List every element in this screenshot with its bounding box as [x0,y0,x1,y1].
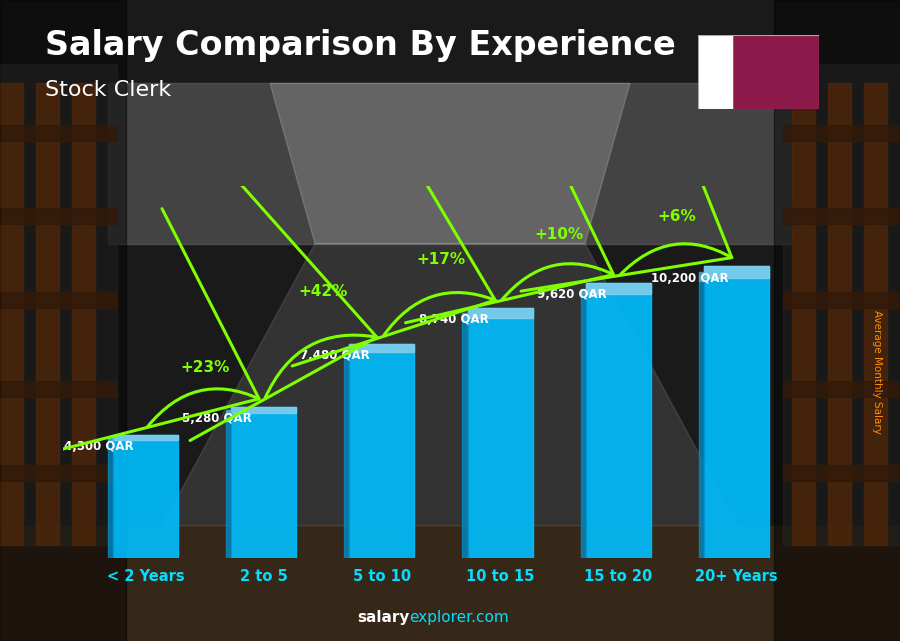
Bar [108,83,792,244]
FancyArrowPatch shape [521,60,732,291]
Bar [349,344,414,558]
Text: explorer.com: explorer.com [410,610,509,625]
Bar [698,275,704,558]
Bar [345,350,349,558]
Text: 7,480 QAR: 7,480 QAR [301,349,370,362]
Bar [704,266,769,558]
Bar [704,266,769,278]
Polygon shape [162,244,738,526]
Bar [226,411,231,558]
FancyArrowPatch shape [406,82,614,323]
Bar [0,292,117,308]
Bar [231,406,296,558]
Bar [783,465,900,481]
Bar [580,288,586,296]
Bar [0,381,117,397]
Polygon shape [734,85,749,92]
Text: +42%: +42% [298,283,347,299]
Text: 10,200 QAR: 10,200 QAR [651,272,728,285]
Text: +6%: +6% [658,210,697,224]
Text: salary: salary [357,610,410,625]
Bar [72,83,94,545]
Text: Average Monthly Salary: Average Monthly Salary [872,310,883,434]
Polygon shape [734,68,749,76]
Bar [0,64,117,545]
Bar [0,125,117,141]
Text: Salary Comparison By Experience: Salary Comparison By Experience [45,29,676,62]
Bar [783,208,900,224]
Polygon shape [734,76,749,85]
Bar [586,283,651,294]
Bar [783,64,900,545]
Text: Stock Clerk: Stock Clerk [45,80,171,100]
Bar [345,349,349,354]
Text: +23%: +23% [180,360,230,376]
Bar [108,437,113,441]
Bar [0,83,22,545]
Bar [0,208,117,224]
Bar [864,83,886,545]
FancyArrowPatch shape [292,117,495,366]
Polygon shape [734,92,749,101]
Bar [792,83,814,545]
Bar [463,315,468,558]
Text: 8,740 QAR: 8,740 QAR [418,313,489,326]
FancyArrowPatch shape [52,209,259,452]
Bar [468,308,533,558]
Text: 4,300 QAR: 4,300 QAR [64,440,134,453]
Bar [828,83,850,545]
Bar [108,438,113,558]
Bar [774,0,900,641]
Text: +17%: +17% [417,252,465,267]
Bar [783,381,900,397]
Bar [783,125,900,141]
Bar [698,35,734,109]
Bar [113,435,178,558]
Bar [0,0,126,641]
Text: +10%: +10% [535,227,584,242]
Bar [349,344,414,353]
Polygon shape [734,101,749,109]
Polygon shape [270,83,630,244]
Bar [698,272,704,281]
Bar [783,292,900,308]
Bar [36,83,58,545]
Bar [0,526,900,641]
Polygon shape [734,35,749,44]
FancyArrowPatch shape [190,178,377,440]
Bar [580,291,586,558]
Bar [586,283,651,558]
Text: 5,280 QAR: 5,280 QAR [183,412,252,426]
Polygon shape [734,60,749,68]
Bar [226,410,231,414]
Polygon shape [734,52,749,60]
Bar [231,406,296,413]
Bar [0,465,117,481]
Bar [468,308,533,318]
Bar [463,313,468,320]
Bar [113,435,178,440]
Text: 9,620 QAR: 9,620 QAR [536,288,607,301]
Polygon shape [734,44,749,52]
